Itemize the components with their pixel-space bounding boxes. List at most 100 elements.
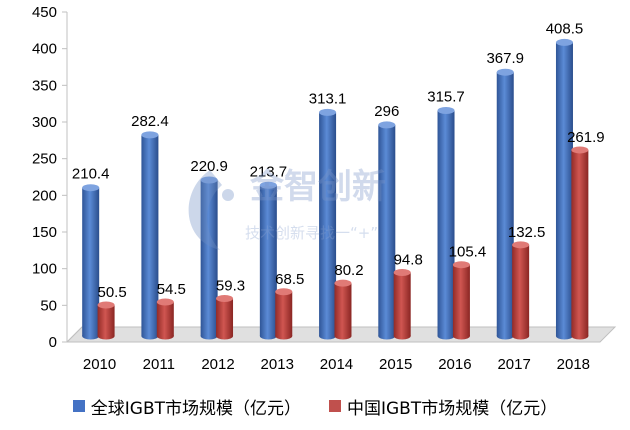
data-label-global: 313.1	[309, 90, 347, 107]
bar-china-base	[216, 332, 234, 340]
bar-global	[141, 131, 159, 340]
watermark-subtitle: 技术创新寻找一“+”	[245, 224, 378, 242]
y-tick-label: 0	[49, 334, 57, 351]
bar-global-top	[82, 184, 100, 192]
data-label-global: 367.9	[486, 50, 524, 67]
y-tick-label: 450	[32, 4, 57, 21]
bar-global-top	[555, 38, 573, 46]
bar-global-top	[437, 106, 455, 114]
bar-china	[334, 279, 352, 340]
legend-swatch-blue	[72, 400, 85, 412]
x-tick-label: 2014	[320, 356, 353, 373]
legend-item-china: 中国IGBT市场规模（亿元）	[329, 394, 557, 419]
bar-china-base	[275, 332, 293, 340]
bar-global	[555, 38, 573, 340]
bar-global-base	[259, 332, 277, 340]
legend: 全球IGBT市场规模（亿元） 中国IGBT市场规模（亿元）	[0, 390, 630, 422]
data-label-china: 132.5	[508, 224, 546, 241]
bar-china-body	[275, 291, 293, 336]
bar-global-base	[82, 332, 100, 340]
y-tick-label: 400	[32, 41, 57, 58]
bar-global-body	[82, 187, 100, 336]
data-label-global: 220.9	[190, 158, 228, 175]
x-tick-label: 2010	[83, 356, 116, 373]
bar-global-base	[200, 332, 218, 340]
bar-global-top	[259, 181, 277, 189]
bar-global	[496, 68, 514, 340]
bar-china-base	[512, 332, 530, 340]
bar-global-top	[496, 68, 514, 76]
bar-china-top	[275, 288, 293, 296]
x-tick-label: 2016	[438, 356, 471, 373]
bar-global-body	[141, 134, 159, 336]
y-tick-label: 50	[40, 297, 57, 314]
chart-bars	[82, 38, 589, 340]
legend-swatch-red	[329, 400, 341, 412]
axis-depth-line	[66, 326, 83, 343]
bar-china	[97, 301, 115, 340]
bar-china-body	[393, 272, 411, 336]
bar-china-body	[216, 298, 234, 336]
bar-global	[319, 108, 337, 340]
watermark-title: 金智创新	[249, 167, 386, 207]
y-tick-label: 350	[32, 77, 57, 94]
bar-china-top	[156, 298, 174, 306]
chart-data-labels: 210.4 50.5 282.4 54.5 220.9 59.3 213.7 68.5 313.…	[72, 20, 605, 301]
bar-global-body	[555, 42, 573, 336]
bar-global-top	[378, 121, 396, 129]
bar-china-body	[452, 264, 470, 336]
x-tick-label: 2013	[261, 356, 294, 373]
bar-china	[156, 298, 174, 340]
data-label-china: 261.9	[567, 129, 605, 146]
bar-global-body	[496, 72, 514, 336]
bar-china	[275, 288, 293, 340]
bar-china	[393, 268, 411, 340]
bar-global	[437, 106, 455, 340]
bar-global	[200, 176, 218, 340]
x-tick-label: 2012	[201, 356, 234, 373]
bar-global-base	[141, 332, 159, 340]
bar-china-top	[97, 301, 115, 309]
data-label-china: 50.5	[97, 284, 126, 301]
x-tick-label: 2017	[497, 356, 530, 373]
bar-china-base	[571, 332, 589, 340]
y-tick-label: 100	[32, 261, 57, 278]
bar-global-body	[319, 112, 337, 336]
bar-global-base	[496, 332, 514, 340]
bar-global-body	[437, 110, 455, 336]
bar-global-base	[437, 332, 455, 340]
bar-china-base	[156, 332, 174, 340]
bar-global	[259, 181, 277, 340]
bar-china-top	[452, 261, 470, 269]
y-tick-label: 250	[32, 151, 57, 168]
x-tick-label: 2015	[379, 356, 412, 373]
y-tick-label: 150	[32, 224, 57, 241]
data-label-global: 408.5	[546, 20, 584, 37]
watermark-logo-icon	[188, 170, 234, 250]
bar-global-top	[200, 176, 218, 184]
data-label-china: 94.8	[394, 251, 423, 268]
bar-global-body	[200, 180, 218, 336]
watermark: 金智创新 技术创新寻找一“+”	[170, 150, 440, 260]
data-label-china: 105.4	[449, 244, 487, 261]
bar-global-body	[259, 185, 277, 336]
bar-global-body	[378, 124, 396, 336]
x-tick-label: 2018	[557, 356, 590, 373]
bar-china	[216, 295, 234, 340]
y-tick-label: 300	[32, 114, 57, 131]
bar-china-base	[334, 332, 352, 340]
bar-china-body	[334, 283, 352, 336]
data-label-global: 210.4	[72, 166, 110, 183]
data-label-china: 80.2	[334, 262, 363, 279]
legend-item-global: 全球IGBT市场规模（亿元）	[72, 394, 301, 419]
bar-china-base	[97, 332, 115, 340]
bar-global-base	[378, 332, 396, 340]
bar-china-body	[571, 149, 589, 336]
data-label-global: 282.4	[131, 113, 169, 130]
data-label-global: 296	[374, 103, 399, 120]
bar-china-base	[393, 332, 411, 340]
data-label-global: 213.7	[250, 163, 288, 180]
bar-china	[571, 146, 589, 340]
data-label-china: 68.5	[275, 271, 304, 288]
